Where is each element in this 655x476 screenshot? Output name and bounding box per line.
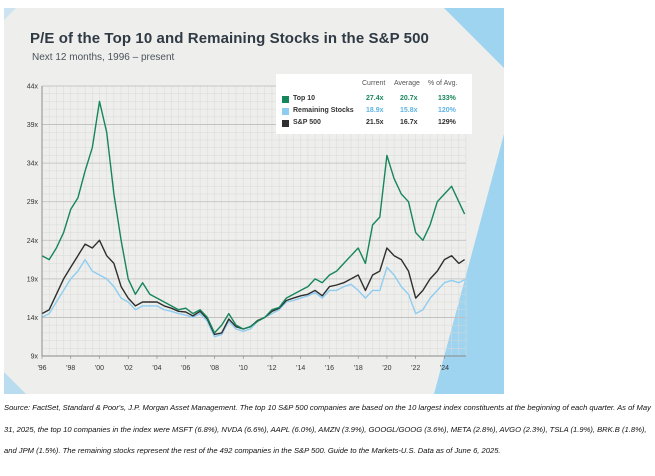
x-tick-label: '24	[440, 365, 449, 372]
legend-current-sp-500: 21.5x	[366, 119, 384, 126]
series-layer	[41, 100, 466, 338]
corner-decoration-top-left	[4, 8, 16, 20]
y-tick-label: 9x	[31, 354, 39, 361]
legend-current-remaining-stocks: 18.9x	[366, 107, 384, 114]
x-tick-label: '04	[152, 365, 161, 372]
x-tick-label: '08	[210, 365, 219, 372]
legend-table: Current Average % of Avg. Top 10 27.4x 2…	[276, 74, 472, 134]
corner-decoration-bottom-left	[4, 372, 26, 394]
y-tick-label: 19x	[27, 276, 39, 283]
legend-swatch-remaining-stocks	[282, 108, 289, 115]
y-tick-label: 44x	[27, 84, 39, 91]
legend-swatch-top-10	[282, 96, 289, 103]
legend-name-remaining-stocks: Remaining Stocks	[293, 107, 354, 114]
x-tick-label: '96	[37, 365, 46, 372]
y-tick-label: 39x	[27, 122, 39, 129]
x-tick-label: '18	[354, 365, 363, 372]
x-tick-label: '98	[66, 365, 75, 372]
legend-header-average: Average	[394, 80, 420, 87]
x-tick-label: '16	[325, 365, 334, 372]
legend-row-top-10: Top 10 27.4x 20.7x 133%	[282, 95, 466, 105]
x-tick-label: '06	[181, 365, 190, 372]
x-tick-label: '12	[267, 365, 276, 372]
legend-pct-top-10: 133%	[438, 95, 456, 102]
series-line-remaining-stocks	[41, 258, 465, 338]
y-tick-label: 24x	[27, 238, 39, 245]
x-tick-label: '00	[95, 365, 104, 372]
x-tick-label: '02	[124, 365, 133, 372]
legend-header-current: Current	[362, 80, 386, 87]
legend-name-sp-500: S&P 500	[293, 119, 321, 126]
legend-current-top-10: 27.4x	[366, 95, 384, 102]
y-tick-label: 29x	[27, 199, 39, 206]
legend-row-remaining-stocks: Remaining Stocks 18.9x 15.8x 120%	[282, 107, 466, 117]
x-tick-label: '10	[239, 365, 248, 372]
x-tick-label: '14	[296, 365, 305, 372]
legend-header-pct-of-avg: % of Avg.	[428, 80, 458, 87]
source-note: Source: FactSet, Standard & Poor's, J.P.…	[4, 403, 651, 455]
y-tick-label: 14x	[27, 315, 39, 322]
pe-line-chart: 9x 14x 19x 24x 29x 34x 39x 44x '96 '98 '00 '02 '04 '0…	[27, 84, 467, 372]
chart-title: P/E of the Top 10 and Remaining Stocks i…	[30, 30, 429, 47]
corner-decoration-bottom-right	[434, 134, 504, 394]
series-line-top-10	[41, 100, 466, 334]
chart-subtitle: Next 12 months, 1996 – present	[32, 52, 175, 63]
legend-swatch-sp-500	[282, 120, 289, 127]
legend-average-sp-500: 16.7x	[400, 119, 418, 126]
x-tick-label: '22	[411, 365, 420, 372]
legend-row-sp-500: S&P 500 21.5x 16.7x 129%	[282, 119, 466, 129]
legend-name-top-10: Top 10	[293, 95, 316, 102]
corner-decoration-top-right	[444, 8, 504, 68]
x-tick-label: '20	[382, 365, 391, 372]
legend-average-top-10: 20.7x	[400, 95, 418, 102]
chart-card: P/E of the Top 10 and Remaining Stocks i…	[4, 8, 504, 394]
legend-average-remaining-stocks: 15.8x	[400, 107, 418, 114]
y-tick-label: 34x	[27, 161, 39, 168]
legend-pct-remaining-stocks: 120%	[438, 107, 456, 114]
axis-layer: 9x 14x 19x 24x 29x 34x 39x 44x '96 '98 '00 '02 '04 '0…	[27, 84, 466, 372]
legend-pct-sp-500: 129%	[438, 119, 456, 126]
